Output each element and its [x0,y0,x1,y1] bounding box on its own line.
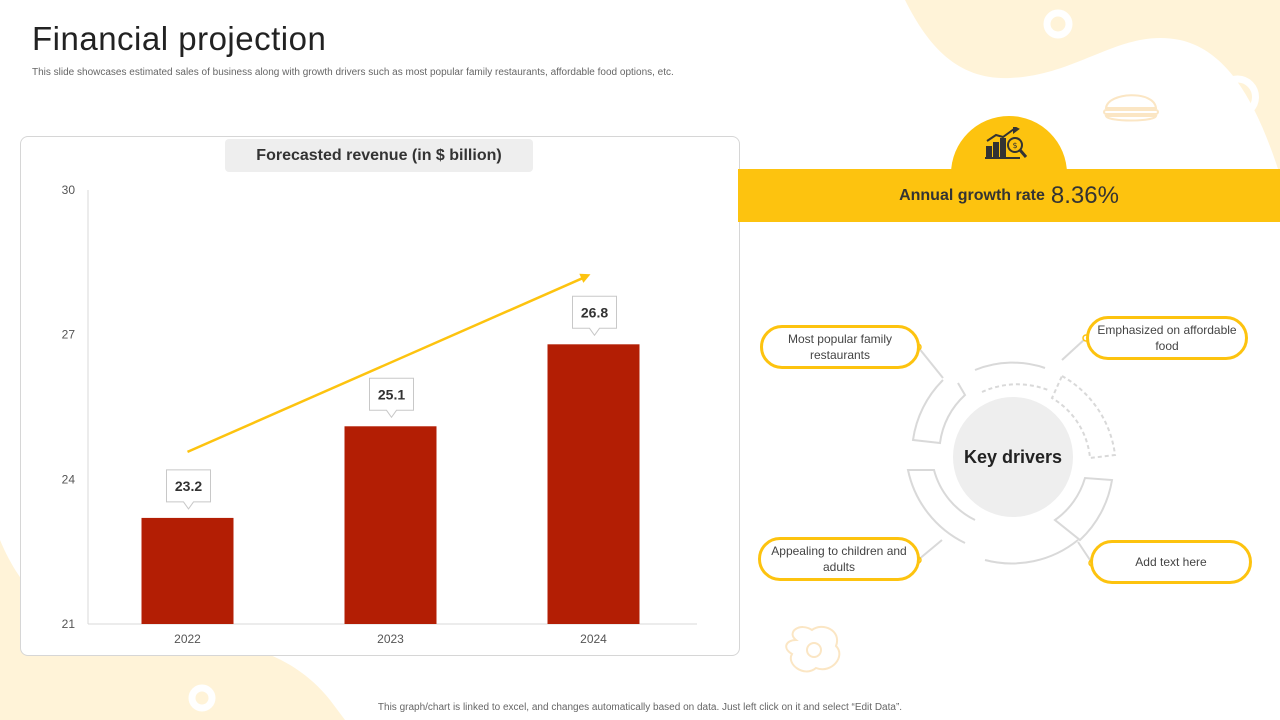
driver-pill-affordable-food: Emphasized on affordable food [1086,316,1248,360]
y-tick-label: 21 [62,617,76,631]
driver-pill-family-restaurants: Most popular family restaurants [760,325,920,369]
bar [141,517,234,624]
burger-icon [1103,94,1159,122]
data-label: 26.8 [581,304,608,320]
growth-band: Annual growth rate 8.36% [738,169,1280,222]
page-subtitle: This slide showcases estimated sales of … [32,67,674,78]
growth-value: 8.36% [1050,181,1119,209]
x-tick-label: 2022 [174,632,201,646]
bar [547,344,640,624]
key-drivers-center: Key drivers [953,397,1073,517]
driver-pill-children-adults: Appealing to children and adults [758,537,920,581]
ring-decoration-arc [1222,75,1259,113]
chart-title: Forecasted revenue (in $ billion) [225,139,533,172]
driver-pill-add-text: Add text here [1090,540,1252,584]
y-tick-label: 27 [62,328,76,342]
y-tick-label: 24 [62,472,76,486]
bottom-left-blob [0,540,345,720]
trend-arrow-line [186,276,586,454]
growth-label: Annual growth rate [899,186,1045,204]
fried-egg-icon [785,625,841,673]
svg-text:$: $ [1012,141,1017,150]
trend-arrow-head [579,273,591,283]
bar [344,426,437,624]
ring-decoration [1043,9,1073,39]
data-label-callout [572,295,617,337]
data-label-callout [166,469,211,510]
x-tick-label: 2024 [580,632,607,646]
top-right-blob [905,0,1280,175]
ring-decoration-bottom [188,684,216,712]
data-label-callout [369,377,414,419]
page-title: Financial projection [32,20,327,57]
growth-chart-icon: $ [985,127,1028,159]
data-label: 23.2 [175,478,202,494]
y-tick-label: 30 [62,183,76,197]
data-label: 25.1 [378,386,405,402]
x-tick-label: 2023 [377,632,404,646]
footer-note: This graph/chart is linked to excel, and… [377,702,903,713]
